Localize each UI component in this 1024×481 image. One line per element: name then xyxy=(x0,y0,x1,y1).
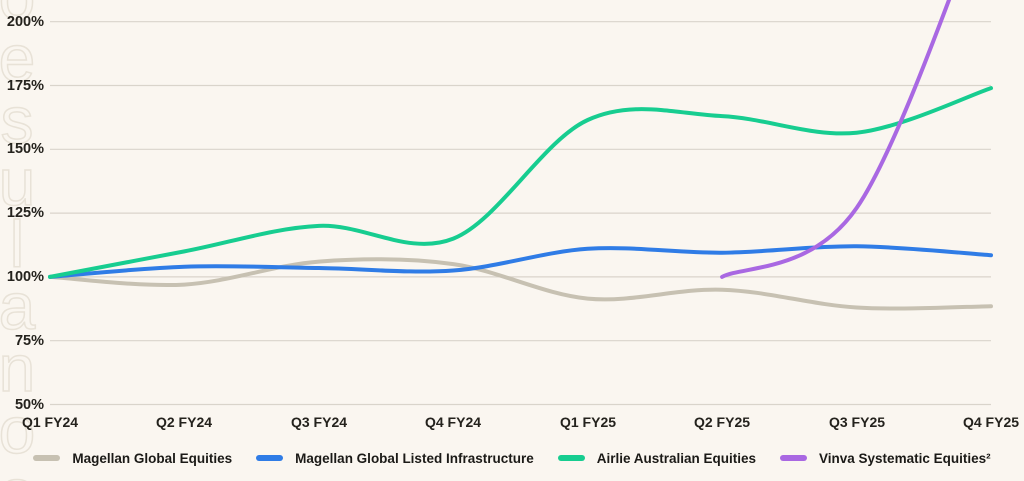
legend-swatch-vinva-systematic-equities xyxy=(780,454,808,462)
series-line-airlie-australian-equities xyxy=(48,86,993,279)
legend-swatch-airlie-australian-equities xyxy=(557,454,585,462)
legend-label-airlie-australian-equities: Airlie Australian Equities xyxy=(596,450,757,466)
legend-swatch-magellan-global-listed-infrastructure xyxy=(256,454,284,462)
legend-item-magellan-global-listed-infrastructure: Magellan Global Listed Infrastructure xyxy=(256,451,534,466)
x-tick-label-q2-fy24: Q2 FY24 xyxy=(155,414,213,430)
legend-label-magellan-global-listed-infrastructure: Magellan Global Listed Infrastructure xyxy=(295,450,534,466)
series-line-vinva-systematic-equities xyxy=(720,0,952,279)
y-tick-label-50%: 50% xyxy=(14,397,44,413)
x-tick-label-q1-fy25: Q1 FY25 xyxy=(559,414,617,430)
legend-item-magellan-global-equities: Magellan Global Equities xyxy=(33,451,232,466)
x-tick-label-q4-fy24: Q4 FY24 xyxy=(424,414,482,430)
x-tick-label-q1-fy24: Q1 FY24 xyxy=(21,414,79,430)
series-line-magellan-global-listed-infrastructure xyxy=(48,244,993,279)
y-tick-label-125%: 125% xyxy=(6,205,44,221)
x-tick-label-q2-fy25: Q2 FY25 xyxy=(693,414,751,430)
legend-item-vinva-systematic-equities: Vinva Systematic Equities² xyxy=(780,451,991,466)
y-tick-label-200%: 200% xyxy=(6,14,44,30)
y-tick-label-75%: 75% xyxy=(14,333,44,349)
chart-legend: Magellan Global Equities Magellan Global … xyxy=(0,446,1024,470)
y-tick-label-100%: 100% xyxy=(6,269,44,285)
legend-label-vinva-systematic-equities: Vinva Systematic Equities² xyxy=(819,450,991,466)
y-tick-label-150%: 150% xyxy=(6,141,44,157)
legend-label-magellan-global-equities: Magellan Global Equities xyxy=(72,450,233,466)
series-line-magellan-global-equities xyxy=(48,257,993,311)
x-tick-label-q3-fy25: Q3 FY25 xyxy=(828,414,886,430)
y-tick-label-175%: 175% xyxy=(6,78,44,94)
x-tick-label-q4-fy25: Q4 FY25 xyxy=(962,414,1020,430)
x-tick-label-q3-fy24: Q3 FY24 xyxy=(290,414,348,430)
legend-item-airlie-australian-equities: Airlie Australian Equities xyxy=(557,450,757,466)
legend-swatch-magellan-global-equities xyxy=(33,454,61,462)
